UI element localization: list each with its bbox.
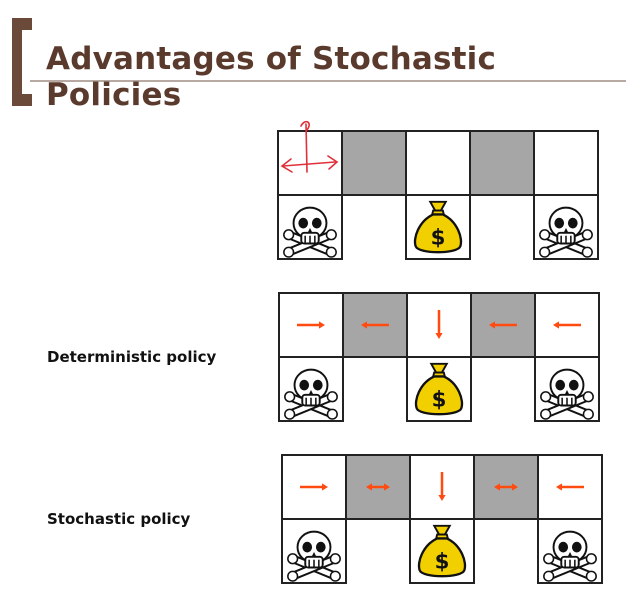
arrow-left-right [494,483,518,491]
skull-crossbones-icon [543,530,597,582]
arrow-left [489,321,517,329]
grid-cell-top-3 [409,454,475,520]
grid-cell-top-1 [277,120,343,196]
grid-cell-bottom-3: $ [409,518,475,584]
skull-crossbones-icon [540,368,594,420]
arrow-down [435,310,443,339]
grid-cell-top-5 [534,292,600,358]
grid-cell-bottom-1 [281,518,347,584]
arrow-left [361,321,389,329]
grid-cell-top-4 [473,454,539,520]
grid-cell-top-1 [278,292,344,358]
arrow-left-right [366,483,390,491]
money-bag-dollar-icon: $ [413,200,463,254]
grid-cell-top-1 [281,454,347,520]
grid-cell-top-3 [406,292,472,358]
grid-cell-bottom-1 [277,194,343,260]
grid-cell-top-5 [537,454,603,520]
grid-cell-top-2 [345,454,411,520]
grid-cell-top-2 [341,130,407,196]
grid-cell-top-4 [469,130,535,196]
money-bag-dollar-icon: $ [414,362,464,416]
grid-cell-bottom-5 [534,356,600,422]
page-title: Advantages of Stochastic Policies [46,41,497,113]
arrow-left [553,321,581,329]
dollar-sign: $ [435,549,450,574]
arrow-right [297,321,325,329]
title-box [30,40,626,82]
grid-cell-bottom-5 [533,194,599,260]
arrow-down [438,472,446,501]
label-stochastic: Stochastic policy [47,510,191,528]
skull-crossbones-icon [284,368,338,420]
grid-cell-top-2 [342,292,408,358]
skull-crossbones-icon [283,206,337,258]
arrow-left [556,483,584,491]
arrow-agent-marker [280,120,339,173]
grid-cell-bottom-5 [537,518,603,584]
skull-crossbones-icon [539,206,593,258]
grid-cell-bottom-1 [278,356,344,422]
dollar-sign: $ [431,225,446,250]
skull-crossbones-icon [287,530,341,582]
money-bag-dollar-icon: $ [417,524,467,578]
arrow-right [300,483,328,491]
grid-cell-bottom-3: $ [405,194,471,260]
grid-cell-top-5 [533,130,599,196]
grid-cell-top-4 [470,292,536,358]
label-deterministic: Deterministic policy [47,348,217,366]
dollar-sign: $ [432,387,447,412]
grid-cell-bottom-3: $ [406,356,472,422]
grid-cell-top-3 [405,130,471,196]
title-bracket [12,18,32,106]
